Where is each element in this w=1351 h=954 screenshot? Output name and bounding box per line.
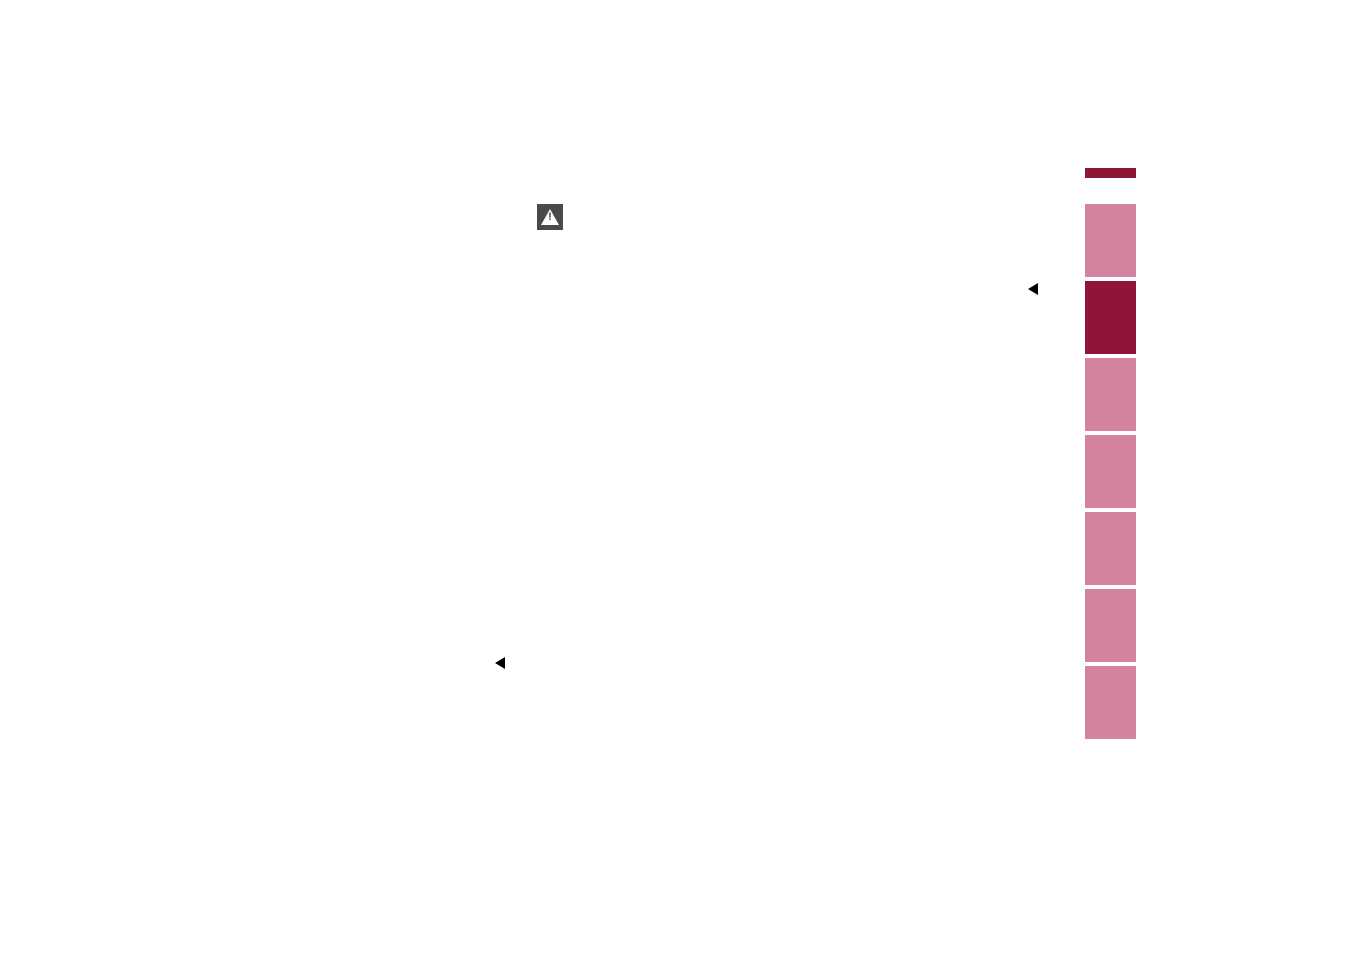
pointer-upper	[1028, 283, 1038, 295]
tab-3[interactable]	[1085, 358, 1136, 431]
sidebar-tabs	[1085, 204, 1136, 739]
stage	[0, 0, 1351, 954]
sidebar	[1085, 168, 1136, 739]
pointer-lower	[495, 657, 505, 669]
tab-4[interactable]	[1085, 435, 1136, 508]
sidebar-top-strip	[1085, 168, 1136, 178]
tab-7[interactable]	[1085, 666, 1136, 739]
warning-triangle-icon	[541, 209, 559, 225]
tab-2[interactable]	[1085, 281, 1136, 354]
warning-icon	[537, 204, 563, 230]
tab-1[interactable]	[1085, 204, 1136, 277]
tab-5[interactable]	[1085, 512, 1136, 585]
tab-6[interactable]	[1085, 589, 1136, 662]
